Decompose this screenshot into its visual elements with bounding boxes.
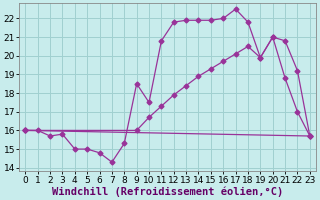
X-axis label: Windchill (Refroidissement éolien,°C): Windchill (Refroidissement éolien,°C) (52, 186, 283, 197)
